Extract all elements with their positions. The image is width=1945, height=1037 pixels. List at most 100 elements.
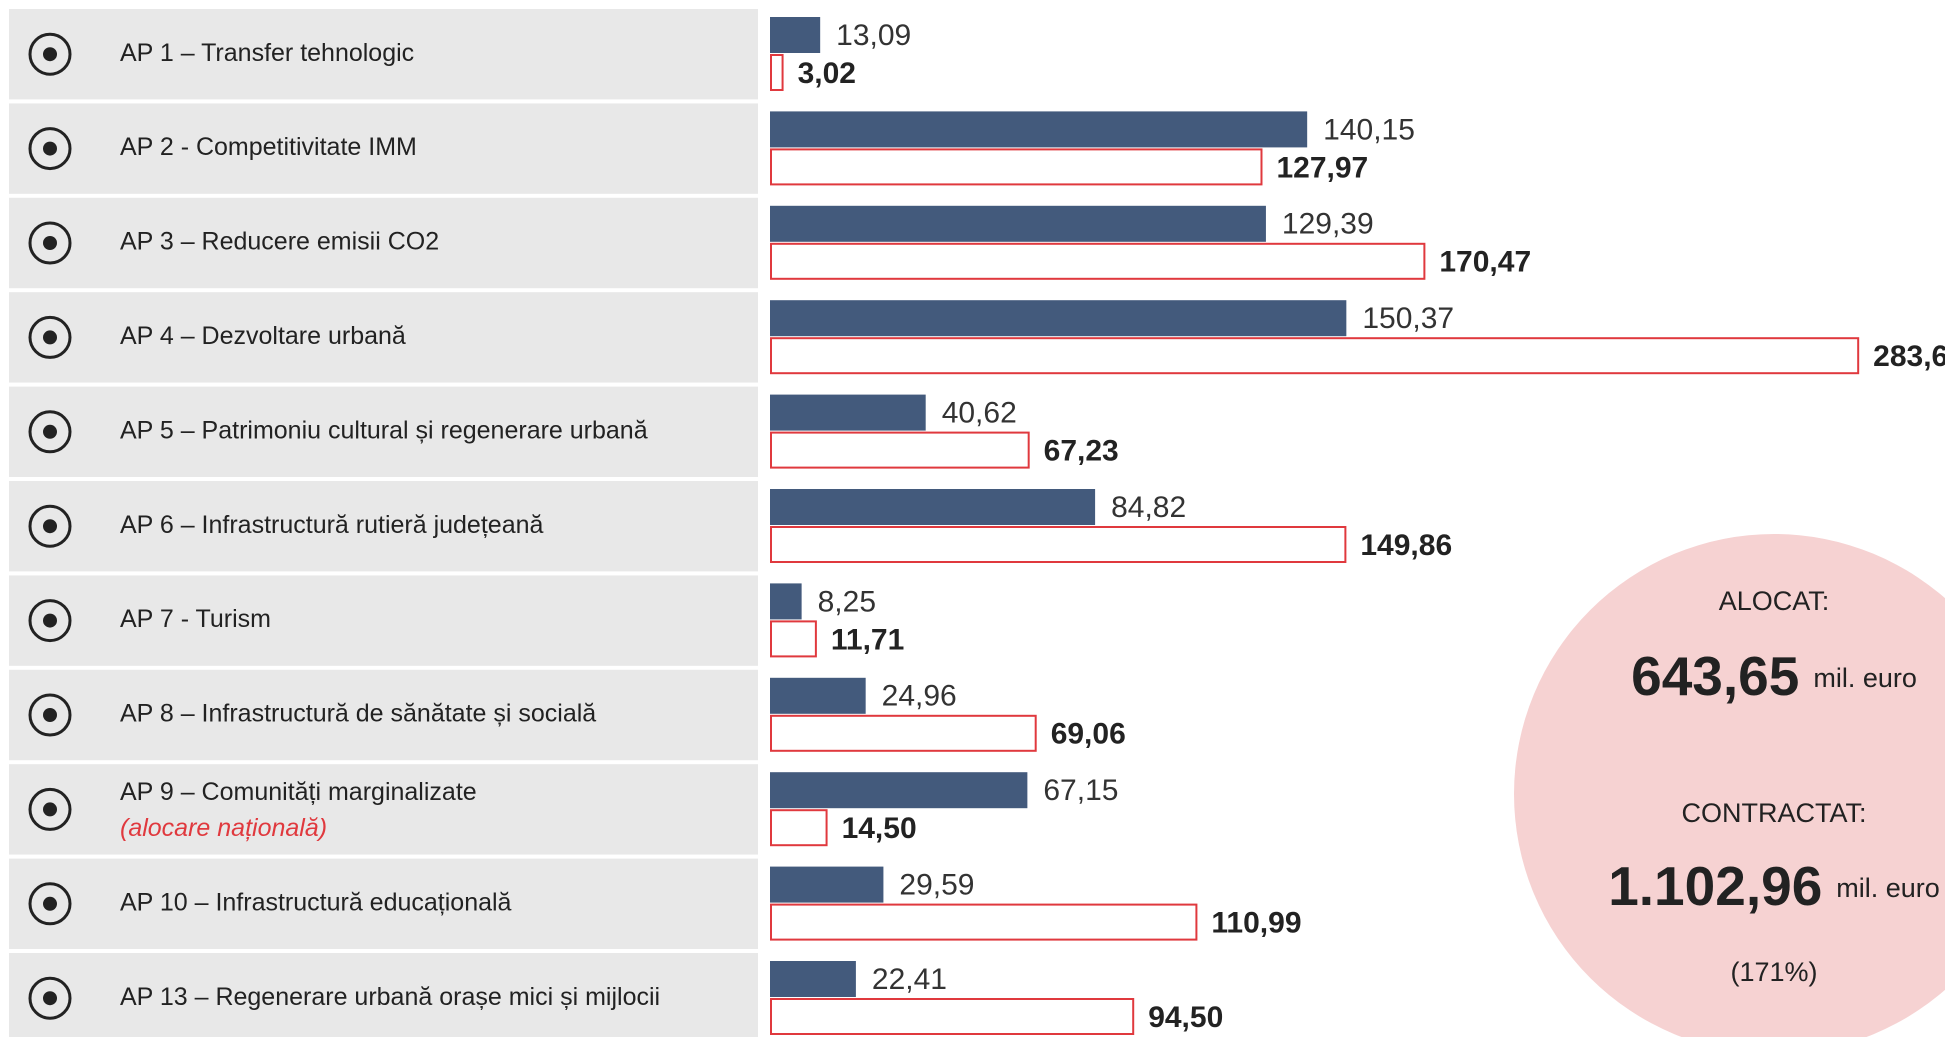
allocated-bar <box>770 489 1096 525</box>
contracted-bar <box>770 714 1037 752</box>
icon-shape <box>43 991 57 1006</box>
allocated-bar <box>770 772 1028 809</box>
icon-shape <box>28 693 72 737</box>
category-label: AP 6 – Infrastructură rutieră județeană <box>120 511 543 539</box>
allocated-bar <box>770 866 884 903</box>
contracted-bar <box>770 431 1030 469</box>
icon-shape <box>28 410 72 454</box>
allocated-bar <box>770 961 856 997</box>
allocated-label: ALOCAT: <box>1719 586 1830 616</box>
row-icon <box>28 32 72 76</box>
allocated-total: 643,65 mil. euro <box>1631 645 1917 707</box>
allocated-bar <box>770 677 866 714</box>
category-label: AP 13 – Regenerare urbană orașe mici și … <box>120 983 660 1011</box>
icon-shape <box>43 708 57 722</box>
contracted-value-label: 170,47 <box>1439 246 1531 279</box>
allocated-value-label: 13,09 <box>836 19 911 52</box>
allocated-value-label: 140,15 <box>1323 113 1415 146</box>
contracted-bar <box>770 337 1860 375</box>
icon-shape <box>43 802 57 817</box>
allocated-bar <box>770 583 802 620</box>
contracted-value-label: 283,65 <box>1873 340 1945 373</box>
row-background <box>9 858 758 949</box>
allocated-value-label: 150,37 <box>1362 302 1454 335</box>
allocated-unit: mil. euro <box>1813 663 1917 693</box>
contracted-value-label: 127,97 <box>1276 151 1368 184</box>
contracted-value-label: 11,71 <box>831 623 904 656</box>
icon-shape <box>28 221 72 265</box>
allocated-value-label: 67,15 <box>1043 774 1118 807</box>
row-background <box>9 575 758 666</box>
row-icon <box>28 127 72 171</box>
allocated-value: 643,65 <box>1631 645 1799 707</box>
contracted-unit: mil. euro <box>1836 873 1940 903</box>
row-icon <box>28 315 72 359</box>
icon-shape <box>43 613 57 628</box>
contracted-bar <box>770 620 817 658</box>
icon-shape <box>43 424 57 439</box>
row-icon <box>28 882 72 926</box>
row-background <box>9 953 758 1037</box>
contracted-value-label: 149,86 <box>1360 529 1452 562</box>
row-icon <box>28 221 72 265</box>
contracted-value-label: 14,50 <box>842 812 917 845</box>
category-label: AP 2 - Competitivitate IMM <box>120 133 417 161</box>
row-icon <box>28 504 72 548</box>
row-background <box>9 669 758 761</box>
row-background <box>9 197 758 289</box>
icon-shape <box>28 32 72 76</box>
contracted-bar <box>770 998 1135 1035</box>
contracted-bar <box>770 54 784 91</box>
icon-shape <box>28 315 72 359</box>
icon-shape <box>43 141 57 156</box>
contracted-total: 1.102,96 mil. euro <box>1608 855 1940 917</box>
icon-shape <box>43 896 57 911</box>
category-label: AP 10 – Infrastructură educațională <box>120 888 512 916</box>
row-background <box>9 386 758 477</box>
allocated-value-label: 40,62 <box>942 397 1017 430</box>
contracted-value-label: 110,99 <box>1211 907 1301 940</box>
icon-shape <box>28 504 72 548</box>
icon-shape <box>28 976 72 1020</box>
contracted-value: 1.102,96 <box>1608 855 1822 917</box>
icon-shape <box>28 127 72 171</box>
allocated-bar <box>770 17 821 53</box>
icon-shape <box>43 330 57 345</box>
icon-shape <box>28 599 72 643</box>
row-background <box>9 9 758 100</box>
icon-shape <box>43 236 57 250</box>
allocated-value-label: 84,82 <box>1111 491 1186 524</box>
category-label: AP 4 – Dezvoltare urbană <box>120 322 406 350</box>
category-note: (alocare națională) <box>120 814 327 842</box>
contracted-bar <box>770 526 1347 563</box>
allocated-bar <box>770 111 1308 148</box>
summary-circle <box>1514 534 1945 1037</box>
allocated-value-label: 22,41 <box>872 963 947 996</box>
row-icon <box>28 693 72 737</box>
contracted-bar <box>770 809 828 847</box>
row-icon <box>28 410 72 454</box>
contracted-bar <box>770 903 1198 941</box>
contracted-bar <box>770 242 1426 280</box>
row-icon <box>28 787 72 831</box>
allocated-bar <box>770 205 1266 242</box>
contracted-label: CONTRACTAT: <box>1682 798 1867 828</box>
category-label: AP 1 – Transfer tehnologic <box>120 39 414 67</box>
row-icon <box>28 976 72 1020</box>
category-label: AP 7 - Turism <box>120 605 271 633</box>
contracted-value-label: 3,02 <box>798 57 856 90</box>
contracted-value-label: 69,06 <box>1051 718 1126 751</box>
row-background <box>9 764 758 855</box>
category-label: AP 8 – Infrastructură de sănătate și soc… <box>120 700 596 728</box>
icon-shape <box>28 882 72 926</box>
row-icon <box>28 599 72 643</box>
icon-shape <box>28 787 72 831</box>
contracted-bar <box>770 148 1263 186</box>
row-background <box>9 292 758 383</box>
contracted-value-label: 94,50 <box>1148 1001 1223 1034</box>
ratio: (171%) <box>1730 957 1817 987</box>
contracted-value-label: 67,23 <box>1044 435 1119 468</box>
allocated-bar <box>770 394 926 431</box>
allocated-value-label: 29,59 <box>899 869 974 902</box>
